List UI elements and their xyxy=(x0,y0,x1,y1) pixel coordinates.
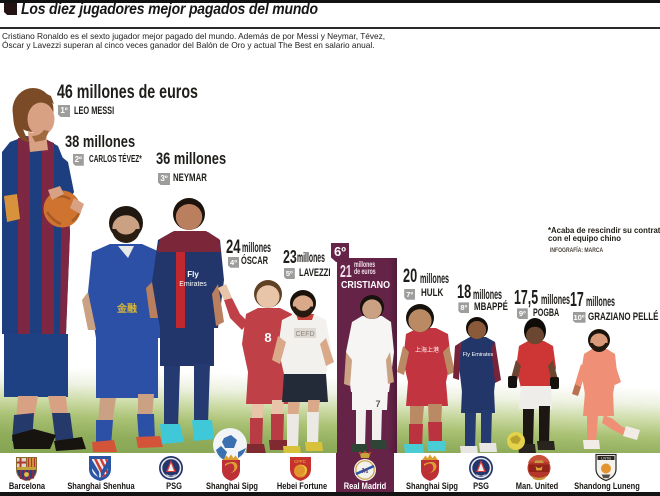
svg-text:Fly: Fly xyxy=(187,270,199,279)
svg-text:7: 7 xyxy=(375,399,380,409)
svg-text:Emirates: Emirates xyxy=(179,281,207,288)
svg-text:CEFD: CEFD xyxy=(295,331,314,338)
svg-text:Fly Emirates: Fly Emirates xyxy=(463,352,494,358)
svg-text:金融: 金融 xyxy=(116,302,137,315)
svg-text:8: 8 xyxy=(264,330,271,345)
svg-text:上海上港: 上海上港 xyxy=(415,346,439,354)
